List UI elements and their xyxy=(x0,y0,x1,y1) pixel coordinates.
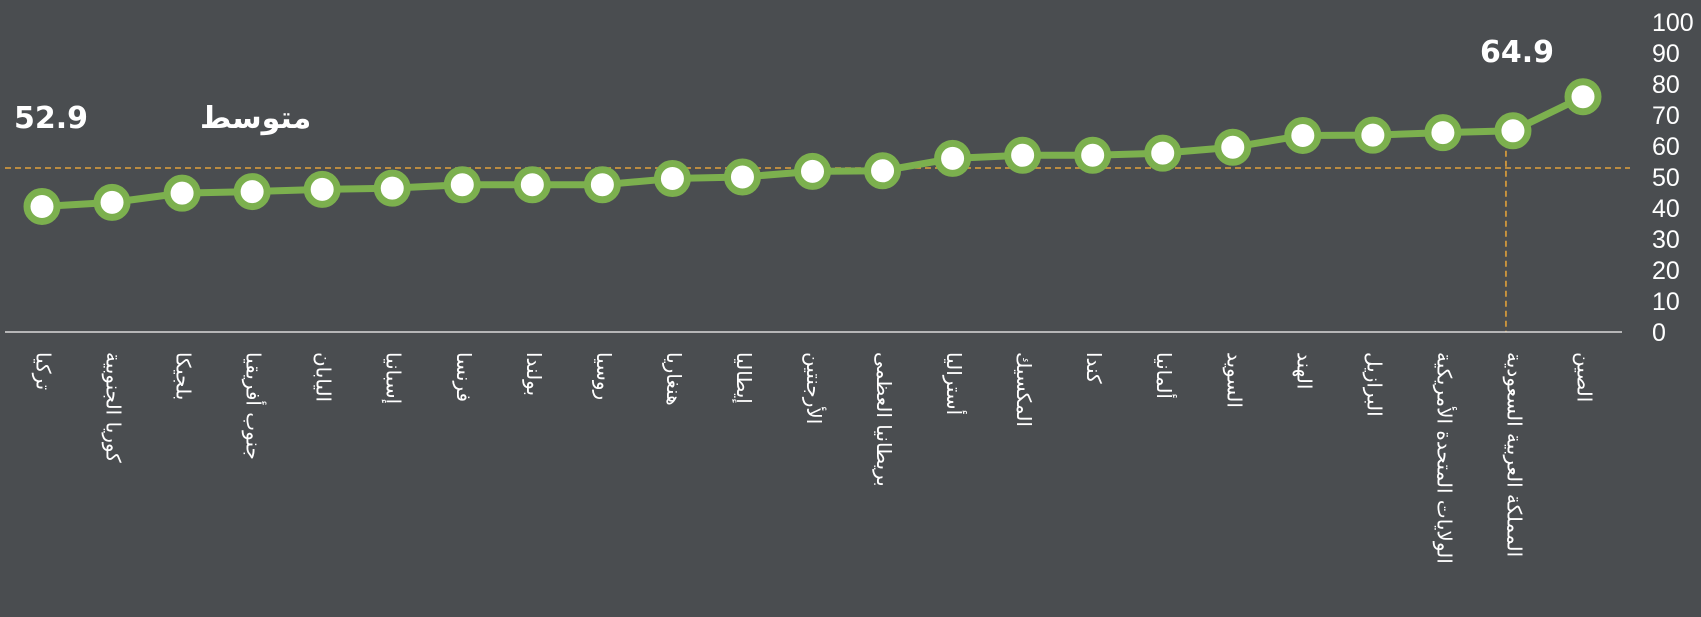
data-point-21 xyxy=(1424,114,1462,152)
category-label-10: هنغاريا xyxy=(662,352,686,406)
data-point-14 xyxy=(934,139,972,177)
data-point-9 xyxy=(583,166,621,204)
data-point-6 xyxy=(373,169,411,207)
y-tick-label-90: 90 xyxy=(1652,40,1680,68)
category-label-12: الأرجنتين xyxy=(802,352,826,424)
data-point-16 xyxy=(1074,136,1112,174)
category-label-4: جنوب أفريقيا xyxy=(242,352,267,460)
category-label-7: فرنسا xyxy=(452,352,476,402)
average-label: متوسط xyxy=(200,101,311,136)
category-label-21: الولايات المتحدة الأمريكية xyxy=(1432,352,1456,564)
y-tick-label-0: 0 xyxy=(1652,319,1666,347)
y-tick-label-100: 100 xyxy=(1652,9,1694,37)
data-point-1 xyxy=(23,187,61,225)
data-point-13 xyxy=(864,152,902,190)
category-label-6: إسبانيا xyxy=(381,352,406,404)
data-point-4 xyxy=(233,173,271,211)
y-tick-label-20: 20 xyxy=(1652,257,1680,285)
data-point-7 xyxy=(443,166,481,204)
data-point-2 xyxy=(93,183,131,221)
category-label-11: إيطاليا xyxy=(731,352,756,404)
category-label-1: تركيا xyxy=(32,352,56,390)
y-tick-label-80: 80 xyxy=(1652,71,1680,99)
data-point-17 xyxy=(1144,134,1182,172)
data-point-15 xyxy=(1004,136,1042,174)
category-label-20: البرازيل xyxy=(1362,352,1386,417)
category-label-5: اليابان xyxy=(312,352,336,402)
data-point-10 xyxy=(653,160,691,198)
average-value: 52.9 xyxy=(14,101,88,136)
data-point-5 xyxy=(303,170,341,208)
category-label-22: المملكة العربية السعودية xyxy=(1502,352,1526,557)
y-tick-label-40: 40 xyxy=(1652,195,1680,223)
y-tick-label-30: 30 xyxy=(1652,226,1680,254)
data-point-18 xyxy=(1214,128,1252,166)
data-point-3 xyxy=(163,174,201,212)
data-point-20 xyxy=(1354,116,1392,154)
y-tick-label-70: 70 xyxy=(1652,102,1680,130)
data-point-8 xyxy=(513,166,551,204)
y-tick-label-10: 10 xyxy=(1652,288,1680,316)
category-label-15: المكسيك xyxy=(1012,352,1036,427)
category-label-23: الصين xyxy=(1573,352,1597,402)
highlight-value-label: 64.9 xyxy=(1480,35,1554,70)
data-point-23 xyxy=(1564,78,1602,116)
category-label-8: بولندا xyxy=(522,352,546,396)
category-label-16: كندا xyxy=(1082,352,1106,384)
data-point-11 xyxy=(723,158,761,196)
category-label-19: الهند xyxy=(1292,352,1316,389)
category-label-14: أستراليا xyxy=(942,352,967,415)
y-tick-label-60: 60 xyxy=(1652,133,1680,161)
category-label-13: بريطانيا العظمى xyxy=(872,352,896,487)
category-label-17: ألمانيا xyxy=(1152,352,1177,399)
category-label-3: بلجيكا xyxy=(172,352,196,400)
category-label-18: السويد xyxy=(1222,352,1246,408)
y-tick-label-50: 50 xyxy=(1652,164,1680,192)
category-label-9: روسيا xyxy=(592,352,616,400)
data-point-22 xyxy=(1494,112,1532,150)
data-point-12 xyxy=(794,152,831,190)
data-point-19 xyxy=(1284,116,1322,154)
category-label-2: كوريا الجنوبية xyxy=(102,352,126,463)
